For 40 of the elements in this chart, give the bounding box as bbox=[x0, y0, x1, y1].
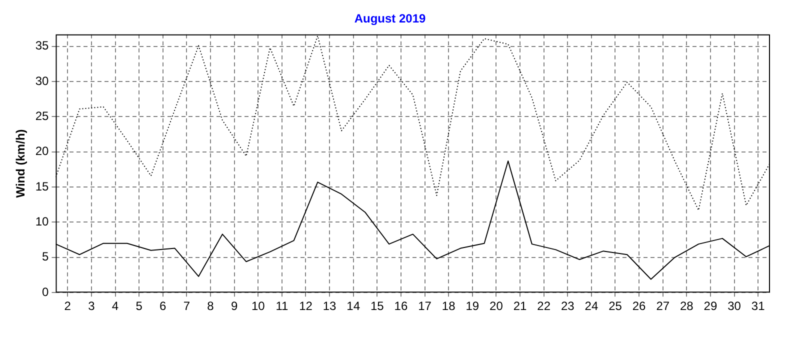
y-tick-label: 35 bbox=[35, 38, 50, 53]
x-tick-label: 14 bbox=[346, 299, 360, 314]
x-tick-label: 21 bbox=[513, 299, 528, 314]
x-tick-label: 18 bbox=[442, 299, 456, 314]
x-tick-label: 9 bbox=[230, 299, 238, 314]
x-tick-label: 27 bbox=[656, 299, 670, 314]
x-tick-label: 13 bbox=[322, 299, 337, 314]
y-tick-label: 30 bbox=[35, 74, 50, 88]
x-tick-label: 24 bbox=[584, 299, 598, 314]
y-tick-label: 15 bbox=[35, 179, 50, 194]
x-tick-label: 7 bbox=[183, 299, 190, 314]
x-tick-label: 11 bbox=[276, 299, 288, 314]
x-tick-label: 29 bbox=[704, 299, 718, 314]
x-tick-label: 8 bbox=[207, 299, 214, 314]
x-tick-label: 30 bbox=[728, 299, 742, 314]
x-tick-label: 28 bbox=[680, 299, 694, 314]
y-tick-label: 20 bbox=[35, 144, 50, 158]
y-axis-title: Wind (km/h) bbox=[14, 129, 28, 198]
x-tick-label: 31 bbox=[751, 299, 766, 314]
y-tick-label: 5 bbox=[42, 250, 50, 264]
y-tick-label: 0 bbox=[42, 284, 50, 299]
x-tick-label: 4 bbox=[112, 299, 119, 314]
x-tick-label: 17 bbox=[418, 299, 432, 314]
x-tick-label: 2 bbox=[64, 299, 72, 314]
x-tick-label: 16 bbox=[394, 299, 408, 314]
x-tick-label: 3 bbox=[88, 299, 96, 314]
x-tick-label: 5 bbox=[136, 299, 143, 314]
y-tick-label: 10 bbox=[35, 214, 50, 229]
x-tick-label: 25 bbox=[608, 299, 622, 314]
x-tick-label: 23 bbox=[560, 299, 575, 314]
x-tick-label: 15 bbox=[370, 299, 384, 314]
x-tick-label: 6 bbox=[160, 299, 167, 314]
x-tick-label: 22 bbox=[537, 299, 551, 314]
chart-title: August 2019 bbox=[354, 12, 426, 26]
x-tick-label: 26 bbox=[632, 299, 646, 314]
x-tick-label: 12 bbox=[299, 299, 313, 314]
x-tick-label: 10 bbox=[251, 299, 266, 314]
x-tick-label: 20 bbox=[490, 299, 504, 314]
x-tick-label: 19 bbox=[466, 299, 480, 314]
y-tick-label: 25 bbox=[35, 109, 50, 124]
